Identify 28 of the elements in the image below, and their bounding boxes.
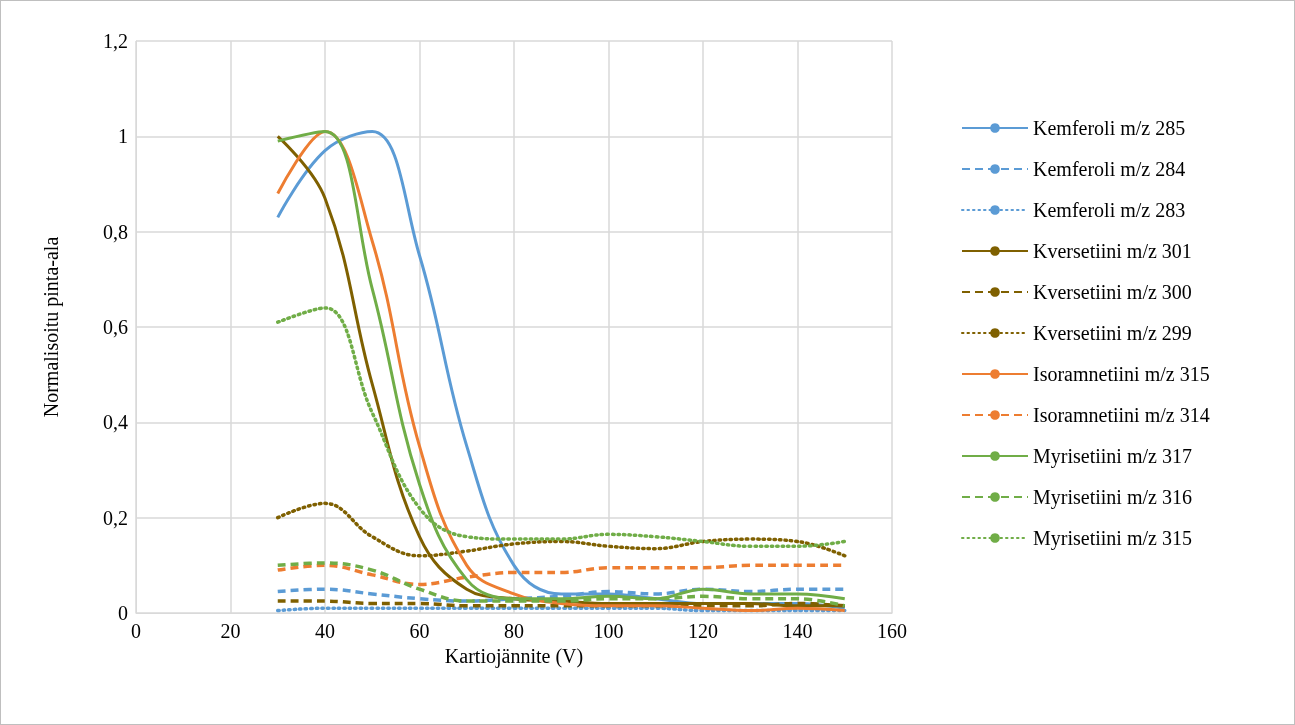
- x-tick-label: 40: [315, 620, 335, 642]
- legend-label: Isoramnetiini m/z 315: [1033, 363, 1210, 385]
- x-axis-title: Kartiojännite (V): [444, 645, 584, 668]
- y-tick-label: 0,8: [103, 220, 128, 243]
- y-tick-label: 0: [118, 602, 128, 624]
- x-tick-label: 140: [782, 620, 813, 642]
- y-tick-label: 1,2: [103, 30, 128, 52]
- legend-label: Kemferoli m/z 285: [1033, 117, 1186, 139]
- y-axis-title: Normalisoitu pinta-ala: [40, 236, 63, 418]
- legend-label: Isoramnetiini m/z 314: [1033, 404, 1210, 426]
- legend-label: Myrisetiini m/z 315: [1033, 527, 1192, 550]
- x-tick-label: 120: [688, 620, 718, 642]
- x-tick-label: 80: [504, 620, 524, 642]
- y-tick-label: 1: [118, 125, 128, 148]
- x-tick-label: 60: [409, 620, 430, 642]
- legend-label: Kversetiini m/z 300: [1033, 281, 1192, 303]
- legend-label: Kemferoli m/z 283: [1033, 199, 1186, 221]
- y-tick-label: 0,6: [103, 316, 128, 338]
- legend-label: Myrisetiini m/z 317: [1033, 445, 1192, 468]
- y-tick-label: 0,4: [103, 411, 128, 434]
- legend-label: Kemferoli m/z 284: [1033, 158, 1186, 180]
- legend-label: Kversetiini m/z 299: [1033, 322, 1192, 344]
- x-tick-label: 100: [593, 620, 624, 642]
- y-tick-label: 0,2: [103, 506, 128, 529]
- legend-label: Myrisetiini m/z 316: [1033, 486, 1192, 509]
- x-tick-label: 160: [877, 620, 907, 642]
- x-tick-label: 20: [220, 620, 241, 642]
- legend-label: Kversetiini m/z 301: [1033, 240, 1192, 262]
